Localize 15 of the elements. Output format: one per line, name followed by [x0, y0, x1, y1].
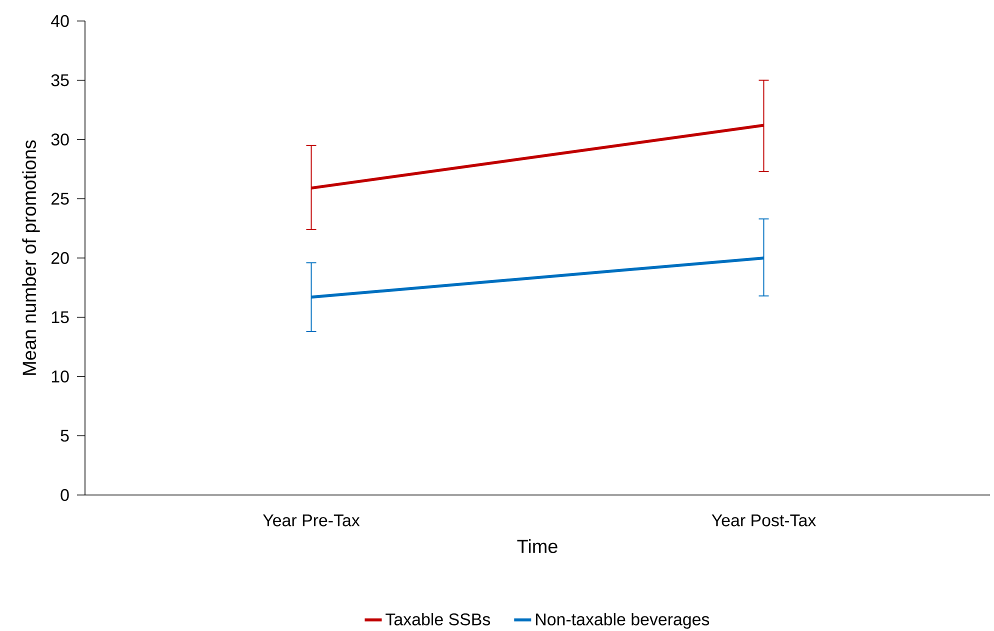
y-tick-label: 35 — [51, 74, 69, 86]
y-tick-label: 25 — [52, 192, 69, 205]
y-tick-label: 5 — [60, 430, 69, 442]
y-tick-label: 15 — [52, 311, 69, 324]
x-tick-label: Year Pre-Tax — [262, 514, 360, 526]
x-axis-title: Time — [517, 539, 558, 554]
y-tick-label: 0 — [60, 489, 69, 501]
y-tick-label: 40 — [51, 15, 69, 27]
legend-label: Non-taxable beverages — [536, 612, 710, 629]
x-tick-label: Year Post-Tax — [712, 514, 816, 526]
y-axis-title: Mean number of promotions — [22, 140, 40, 375]
legend-label: Taxable SSBs — [386, 612, 490, 626]
y-tick-label: 10 — [52, 370, 69, 382]
y-tick-label: 30 — [51, 134, 69, 146]
y-tick-label: 20 — [52, 252, 69, 264]
